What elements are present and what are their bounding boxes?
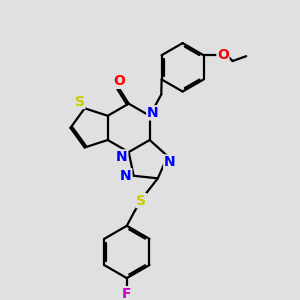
- Text: N: N: [116, 150, 128, 164]
- Text: N: N: [120, 169, 132, 183]
- Text: S: S: [136, 194, 146, 208]
- Text: O: O: [113, 74, 125, 88]
- Text: N: N: [147, 106, 158, 120]
- Text: N: N: [164, 155, 176, 169]
- Text: F: F: [122, 286, 132, 300]
- Text: O: O: [217, 48, 229, 62]
- Text: S: S: [75, 94, 85, 109]
